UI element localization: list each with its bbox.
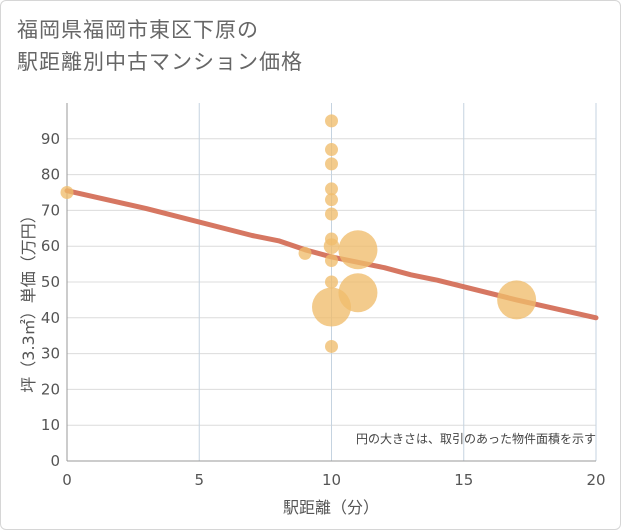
data-bubble (325, 339, 338, 353)
data-bubble (325, 182, 338, 196)
data-bubble (325, 275, 338, 289)
y-tick-label: 40 (41, 309, 60, 327)
x-tick-label: 5 (194, 471, 204, 489)
chart-title-line1: 福岡県福岡市東区下原の (17, 18, 259, 42)
y-tick-label: 0 (50, 452, 60, 470)
y-tick-label: 90 (41, 130, 60, 148)
data-bubble (325, 254, 338, 268)
y-tick-label: 70 (41, 201, 60, 219)
y-tick-label: 60 (41, 237, 60, 255)
data-bubble (325, 193, 338, 207)
size-note: 円の大きさは、取引のあった物件面積を示す (356, 431, 596, 446)
y-axis-label: 坪（3.3㎡）単価（万円） (19, 207, 38, 392)
data-bubble (60, 186, 74, 199)
data-bubble (298, 246, 312, 260)
tick-labels: 0 10 20 30 40 50 60 70 80 90 0 5 10 15 20 (41, 130, 606, 489)
x-tick-label: 15 (454, 471, 473, 489)
chart-title-line2: 駅距離別中古マンション価格 (17, 50, 303, 74)
x-tick-label: 0 (62, 471, 72, 489)
y-tick-label: 10 (41, 416, 60, 434)
data-bubble (325, 143, 338, 157)
x-tick-label: 20 (586, 471, 605, 489)
data-bubble (325, 114, 338, 128)
x-axis-label: 駅距離（分） (283, 498, 379, 517)
y-tick-label: 80 (41, 166, 60, 184)
axes (66, 103, 596, 462)
data-bubble (325, 207, 338, 221)
points-layer (60, 114, 537, 353)
chart-title: 福岡県福岡市東区下原の 駅距離別中古マンション価格 (17, 14, 303, 78)
data-bubble (497, 280, 537, 320)
data-bubble (338, 273, 378, 313)
y-tick-label: 30 (41, 345, 60, 363)
x-tick-label: 10 (322, 471, 341, 489)
y-tick-label: 50 (41, 273, 60, 291)
y-tick-label: 20 (41, 380, 60, 398)
data-bubble (323, 238, 340, 254)
data-bubble (338, 230, 378, 270)
data-bubble (325, 157, 338, 171)
